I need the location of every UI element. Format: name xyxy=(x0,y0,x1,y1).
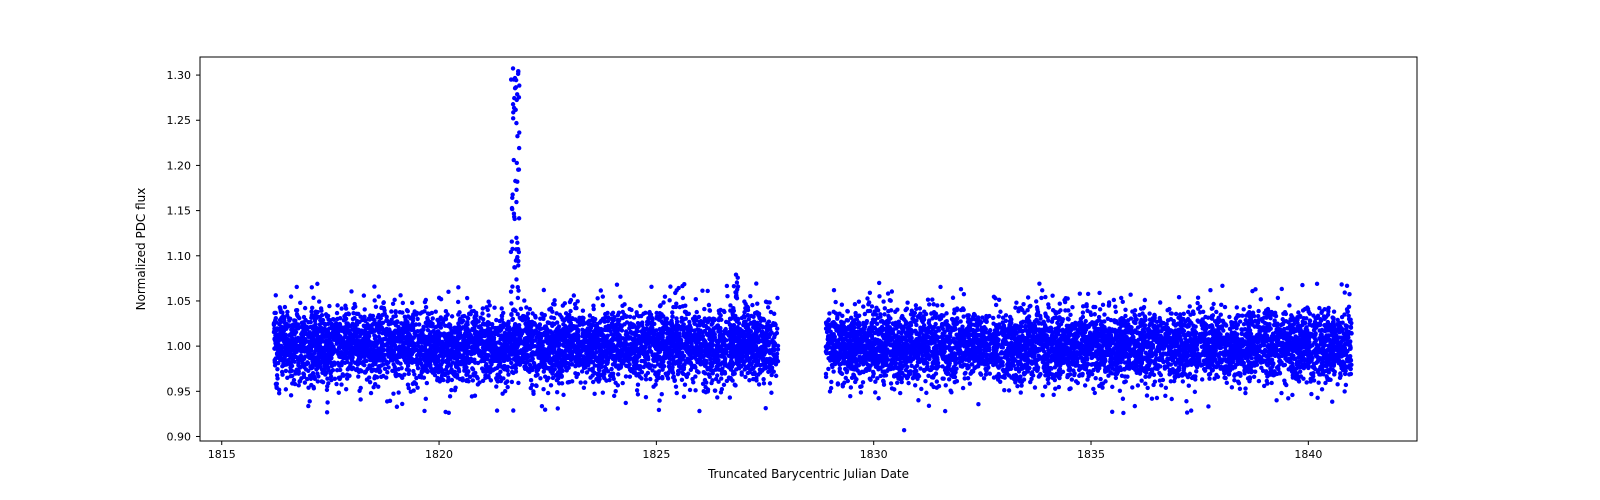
y-tick-label: 0.95 xyxy=(167,385,192,398)
x-tick-label: 1825 xyxy=(642,448,670,461)
flux-scatter-chart: 1815 1820 1825 1830 1835 1840 0.90 0.95 1.00 1.05… xyxy=(0,0,1600,500)
x-tick-label: 1840 xyxy=(1294,448,1322,461)
y-tick-label: 1.05 xyxy=(167,295,192,308)
x-tick-label: 1835 xyxy=(1077,448,1105,461)
y-tick-label: 1.20 xyxy=(167,159,192,172)
y-tick-label: 1.15 xyxy=(167,205,192,218)
y-tick-label: 0.90 xyxy=(167,430,192,443)
y-tick-label: 1.25 xyxy=(167,114,192,127)
x-axis-label: Truncated Barycentric Julian Date xyxy=(707,467,909,481)
y-tick-label: 1.10 xyxy=(167,250,192,263)
x-tick-label: 1815 xyxy=(208,448,236,461)
x-tick-label: 1830 xyxy=(860,448,888,461)
x-tick-label: 1820 xyxy=(425,448,453,461)
y-tick-label: 1.30 xyxy=(167,69,192,82)
chart-svg: 1815 1820 1825 1830 1835 1840 0.90 0.95 1.00 1.05… xyxy=(0,0,1600,500)
y-axis-label: Normalized PDC flux xyxy=(134,188,148,311)
y-tick-label: 1.00 xyxy=(167,340,192,353)
